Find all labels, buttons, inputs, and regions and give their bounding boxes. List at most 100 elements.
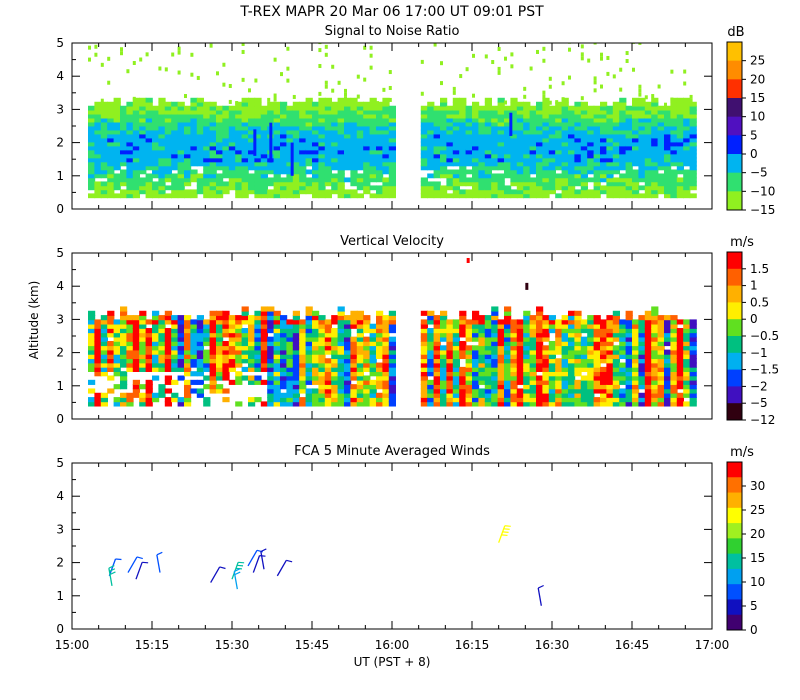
wind-barb: [210, 566, 221, 583]
snr-cell: [632, 157, 640, 163]
velocity-cell: [523, 315, 531, 321]
snr-cell: [484, 121, 492, 127]
snr-cell: [196, 133, 204, 139]
velocity-cell: [331, 388, 339, 394]
velocity-cell: [126, 349, 134, 355]
velocity-cell: [331, 349, 339, 355]
snr-cell: [235, 121, 243, 127]
snr-cell: [472, 181, 480, 187]
velocity-cell: [676, 340, 684, 347]
velocity-cell: [619, 336, 627, 342]
snr-cell: [318, 137, 326, 143]
velocity-cell: [465, 392, 473, 398]
snr-cell: [427, 117, 435, 123]
velocity-cell: [305, 332, 313, 338]
velocity-cell: [478, 319, 486, 325]
velocity-cell: [209, 345, 217, 351]
velocity-cell: [427, 366, 435, 372]
snr-cell: [363, 141, 371, 147]
snr-noise-cell: [324, 44, 328, 49]
velocity-cell: [254, 323, 262, 329]
snr-cell: [472, 137, 480, 143]
velocity-cell: [209, 384, 217, 390]
velocity-cell: [497, 328, 505, 334]
velocity-cell: [107, 310, 115, 316]
snr-cell: [292, 101, 300, 107]
velocity-cell: [113, 336, 121, 342]
snr-cell: [152, 169, 160, 175]
velocity-cell: [113, 384, 121, 390]
snr-cell: [670, 133, 678, 139]
snr-cell: [491, 177, 499, 183]
velocity-cell: [644, 349, 652, 355]
velocity-cell: [504, 388, 512, 394]
velocity-cell: [318, 340, 326, 347]
snr-cell: [676, 153, 684, 159]
velocity-cell: [376, 323, 384, 329]
snr-cell: [196, 181, 204, 187]
snr-cell: [363, 177, 371, 183]
snr-cell: [561, 177, 569, 183]
snr-noise-cell: [561, 97, 565, 102]
velocity-cell: [299, 401, 307, 407]
velocity-cell: [625, 392, 633, 398]
velocity-cell: [523, 375, 531, 381]
velocity-cell: [676, 371, 684, 377]
snr-cell: [644, 109, 652, 115]
snr-cell: [420, 129, 428, 135]
velocity-cell: [580, 379, 588, 385]
snr-cell: [542, 173, 550, 179]
snr-cell: [363, 149, 371, 155]
snr-cell: [568, 185, 576, 191]
snr-cell: [318, 121, 326, 127]
velocity-isolated-cell: [525, 282, 529, 290]
snr-cell: [324, 125, 332, 131]
snr-cell: [529, 137, 537, 143]
snr-cell: [145, 189, 153, 195]
velocity-cell: [356, 349, 364, 355]
velocity-cell: [420, 345, 428, 351]
velocity-cell: [94, 353, 102, 360]
snr-noise-cell: [318, 64, 322, 69]
snr-cell: [113, 133, 121, 139]
velocity-cell: [94, 358, 102, 364]
velocity-cell: [606, 349, 614, 355]
velocity-cell: [644, 397, 652, 403]
velocity-cell: [139, 315, 147, 321]
velocity-cell: [478, 401, 486, 407]
velocity-cell: [459, 319, 467, 325]
snr-cell: [350, 165, 358, 171]
velocity-cell: [683, 358, 691, 364]
velocity-cell: [132, 388, 140, 394]
snr-cell: [318, 125, 326, 131]
velocity-cell: [689, 353, 697, 360]
velocity-cell: [484, 366, 492, 372]
velocity-cell: [369, 371, 377, 377]
wind-barb-flag: [109, 571, 116, 576]
velocity-cell: [683, 388, 691, 394]
snr-cell: [369, 133, 377, 139]
snr-cell: [107, 165, 115, 171]
snr-echo-spike: [290, 142, 294, 176]
velocity-cell: [344, 323, 352, 329]
velocity-cell: [433, 392, 441, 398]
snr-cell: [497, 117, 505, 123]
velocity-cell: [568, 384, 576, 390]
snr-cell: [100, 137, 108, 143]
snr-noise-cell: [88, 57, 91, 62]
velocity-cell: [657, 336, 665, 342]
velocity-cell: [555, 319, 563, 325]
snr-cell: [235, 169, 243, 175]
snr-cell: [376, 125, 384, 131]
snr-cell: [529, 189, 537, 195]
snr-cell: [318, 129, 326, 135]
velocity-cell: [331, 315, 339, 321]
snr-cell: [100, 113, 108, 119]
velocity-cell: [504, 328, 512, 334]
velocity-cell: [273, 379, 281, 385]
x-tick-label: 17:00: [695, 638, 730, 652]
velocity-cell: [459, 332, 467, 338]
velocity-cell: [561, 345, 569, 351]
velocity-cell: [587, 345, 595, 351]
snr-cell: [625, 149, 633, 155]
